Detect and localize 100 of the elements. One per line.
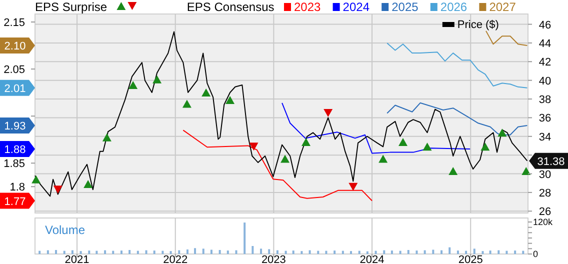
bar <box>210 250 212 254</box>
bar <box>473 248 476 254</box>
bar <box>366 251 368 254</box>
line-series <box>182 130 373 202</box>
bar <box>489 250 492 254</box>
bar <box>186 249 188 254</box>
bar <box>399 250 402 254</box>
bar <box>506 250 508 254</box>
point <box>32 175 41 184</box>
x-tick-label: 2025 <box>458 254 483 264</box>
y2-tick-label: 40 <box>538 75 552 88</box>
bar <box>170 251 172 254</box>
bar <box>325 250 328 254</box>
bar <box>96 250 98 254</box>
bar <box>80 251 82 254</box>
bar <box>194 248 196 254</box>
bar <box>128 250 131 254</box>
chart-title: Volume <box>45 223 86 237</box>
point <box>378 154 388 163</box>
point <box>102 133 112 142</box>
point <box>152 75 162 84</box>
bar <box>112 250 114 254</box>
point <box>448 166 458 175</box>
y-tick-label: 2.05 <box>4 64 25 76</box>
y2-tick-label: 44 <box>538 38 552 50</box>
y-tick-label: 2.10 <box>4 40 26 53</box>
bar <box>334 250 336 254</box>
y-tick-label: 1.85 <box>4 158 25 170</box>
bar <box>218 250 221 254</box>
bar <box>374 250 377 254</box>
y-tick-label: 0 <box>533 249 538 259</box>
bar <box>284 250 287 254</box>
y-tick-label: 120k <box>533 217 554 227</box>
legend-label: 2027 <box>489 0 516 14</box>
bar <box>226 250 229 254</box>
x-tick-label: 2023 <box>261 254 286 264</box>
bar <box>448 247 451 254</box>
point <box>348 182 358 191</box>
bar <box>482 251 484 254</box>
x-tick-label: 2024 <box>360 254 384 264</box>
point <box>302 138 311 146</box>
point <box>280 154 290 163</box>
bar <box>300 251 303 254</box>
bar <box>136 250 139 254</box>
point <box>422 142 432 151</box>
bar <box>383 250 386 254</box>
bar <box>46 250 49 254</box>
point <box>53 186 62 194</box>
bar <box>432 250 434 254</box>
bar <box>522 250 524 254</box>
bar <box>104 250 106 254</box>
y2-tick-label: 42 <box>538 56 552 69</box>
bar <box>416 250 418 254</box>
y2-tick-label: 36 <box>538 112 552 125</box>
bar <box>88 250 90 254</box>
y-tick-label: 1.77 <box>4 196 26 208</box>
legend-label: 2026 <box>440 0 468 14</box>
y2-tick-label: 34 <box>538 131 552 144</box>
bar <box>268 249 270 254</box>
bar <box>71 250 74 254</box>
line-series <box>485 30 528 46</box>
bar <box>120 250 122 254</box>
bar <box>308 250 311 254</box>
y2-tick-label: 30 <box>538 168 552 181</box>
bar <box>244 222 246 254</box>
x-tick-label: 2022 <box>163 254 188 264</box>
line-series <box>386 42 528 88</box>
point <box>324 109 333 118</box>
y2-tick-label: 28 <box>538 187 552 200</box>
annotation: EPS Surprise <box>35 0 108 14</box>
legend-label: 2025 <box>392 0 419 14</box>
point <box>202 88 211 96</box>
legend-title: EPS Consensus <box>186 0 274 14</box>
bar <box>276 250 278 254</box>
bar <box>514 250 516 254</box>
y2-tick-label: 46 <box>538 19 552 32</box>
bar <box>465 250 468 254</box>
bar <box>260 248 262 254</box>
point <box>398 138 408 146</box>
point <box>480 142 490 151</box>
bar <box>153 250 156 254</box>
bar <box>456 250 459 254</box>
bar <box>358 250 360 254</box>
legend-label: Price ($) <box>457 19 499 31</box>
bar <box>407 250 410 254</box>
bar <box>317 250 320 254</box>
x-tick-label: 2021 <box>64 254 90 264</box>
legend-label: 2023 <box>294 0 322 14</box>
y-tick-label: 1.8 <box>10 182 25 194</box>
legend-label: 2024 <box>342 0 370 14</box>
point <box>84 180 93 188</box>
point <box>498 128 507 137</box>
bar <box>440 250 443 254</box>
bar <box>178 250 180 254</box>
bar <box>498 250 500 254</box>
point <box>182 100 192 108</box>
bar <box>424 250 426 254</box>
y2-tick-label: 38 <box>538 94 552 106</box>
bar <box>350 251 352 254</box>
bar <box>252 246 254 254</box>
